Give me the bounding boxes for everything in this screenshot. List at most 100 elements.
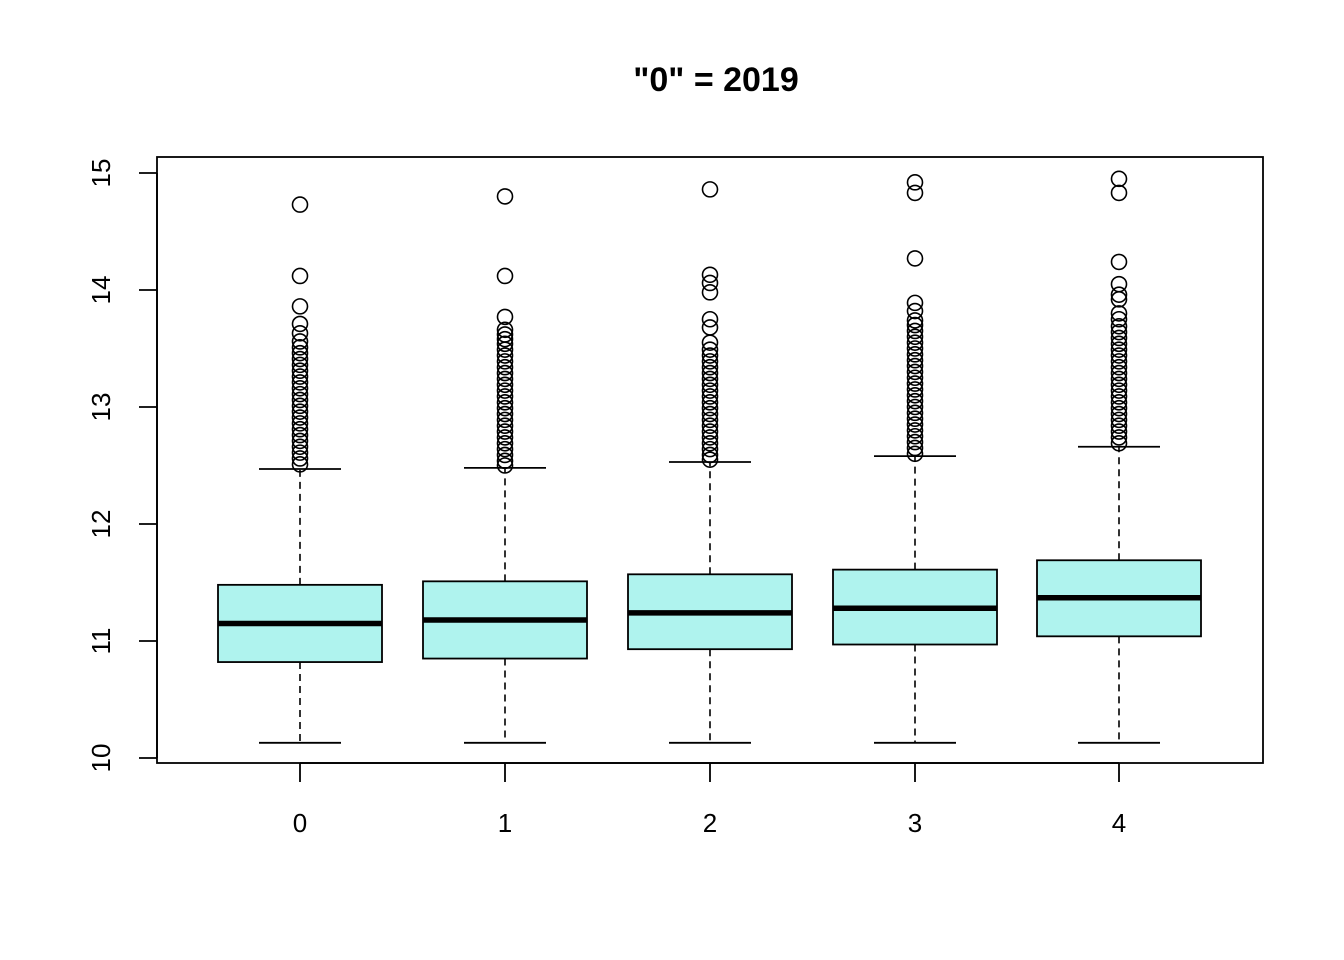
- outlier-point: [1110, 170, 1128, 188]
- outlier-point: [291, 438, 309, 456]
- outlier-point: [291, 409, 309, 426]
- outlier-point: [1110, 388, 1128, 405]
- outlier-point: [291, 444, 309, 461]
- outlier-point: [906, 250, 924, 267]
- outlier-point: [701, 353, 719, 370]
- outlier-point: [1110, 382, 1128, 399]
- outlier-point: [291, 456, 309, 473]
- outlier-point: [701, 181, 719, 198]
- outlier-point: [906, 294, 924, 312]
- outlier-point: [291, 315, 309, 333]
- x-axis: 0 1 2 3 4: [293, 762, 1126, 838]
- outlier-point: [1110, 434, 1128, 452]
- outlier-point: [701, 434, 719, 452]
- outlier-point: [906, 386, 924, 404]
- y-tick-label: 13: [86, 393, 116, 422]
- y-tick-label: 14: [86, 276, 116, 305]
- outlier-point: [701, 440, 719, 458]
- outlier-point: [906, 433, 924, 451]
- outlier-point: [701, 358, 719, 376]
- outlier-point: [291, 324, 309, 342]
- outlier-point: [291, 368, 309, 385]
- chart-title: "0" = 2019: [633, 61, 799, 99]
- box-4: [1036, 170, 1202, 744]
- outlier-point: [291, 450, 309, 467]
- outlier-point: [1110, 358, 1128, 376]
- outlier-point: [701, 266, 719, 284]
- outlier-point: [906, 363, 924, 381]
- outlier-point: [291, 415, 309, 432]
- y-tick-label: 11: [86, 628, 116, 655]
- outlier-point: [291, 379, 309, 397]
- outlier-point: [701, 284, 719, 301]
- outlier-point: [701, 388, 719, 405]
- outlier-point: [291, 391, 309, 409]
- outlier-point: [1110, 310, 1128, 328]
- outlier-point: [496, 405, 514, 423]
- boxes-group: [217, 170, 1202, 744]
- x-tick-label: 4: [1112, 808, 1126, 838]
- outlier-point: [906, 404, 924, 422]
- outlier-point: [496, 411, 514, 429]
- outlier-point: [291, 362, 309, 380]
- outlier-point: [496, 388, 514, 405]
- outlier-point: [701, 446, 719, 464]
- y-tick-label: 15: [86, 159, 116, 188]
- outlier-point: [1110, 423, 1128, 440]
- outlier-point: [496, 341, 514, 358]
- outlier-point: [496, 429, 514, 446]
- outlier-point: [496, 457, 514, 474]
- outlier-point: [291, 339, 309, 356]
- outlier-point: [906, 184, 924, 202]
- x-tick-label: 3: [908, 808, 922, 838]
- outlier-point: [1110, 291, 1128, 308]
- outlier-point: [1110, 376, 1128, 394]
- outlier-point: [906, 351, 924, 369]
- box-2: [627, 181, 793, 744]
- outlier-point: [906, 334, 924, 351]
- outlier-point: [1110, 394, 1128, 411]
- y-axis: 10 11 12 13 14 15: [86, 159, 158, 773]
- outlier-point: [291, 385, 309, 403]
- outlier-point: [496, 364, 514, 382]
- outlier-point: [496, 267, 514, 285]
- x-tick-label: 2: [703, 808, 717, 838]
- outlier-point: [496, 335, 514, 353]
- outlier-point: [1110, 184, 1128, 202]
- outlier-point: [496, 382, 514, 399]
- outlier-point: [291, 397, 309, 415]
- x-tick-label: 1: [498, 808, 512, 838]
- outlier-point: [701, 334, 719, 351]
- x-tick-label: 0: [293, 808, 307, 838]
- outlier-point: [291, 420, 309, 438]
- outlier-point: [701, 274, 719, 292]
- outlier-point: [906, 302, 924, 320]
- outlier-point: [701, 364, 719, 382]
- outlier-point: [906, 312, 924, 329]
- outlier-point: [496, 423, 514, 440]
- outlier-point: [496, 434, 514, 452]
- outlier-point: [496, 330, 514, 348]
- outlier-point: [1110, 417, 1128, 435]
- outlier-point: [1110, 399, 1128, 417]
- outlier-point: [906, 381, 924, 398]
- outlier-point: [906, 410, 924, 428]
- outlier-point: [496, 358, 514, 376]
- outlier-point: [291, 403, 309, 420]
- outlier-point: [291, 267, 309, 285]
- outlier-point: [1110, 286, 1128, 303]
- outlier-point: [701, 376, 719, 394]
- outlier-point: [701, 382, 719, 399]
- outlier-point: [1110, 370, 1128, 388]
- outlier-point: [701, 370, 719, 388]
- outlier-point: [1110, 341, 1128, 358]
- outlier-point: [906, 375, 924, 392]
- outlier-point: [701, 429, 719, 446]
- outlier-point: [496, 353, 514, 370]
- y-tick-label: 12: [86, 510, 116, 539]
- outlier-point: [1110, 329, 1128, 347]
- outlier-point: [701, 310, 719, 328]
- outlier-point: [1110, 335, 1128, 353]
- y-tick-label: 10: [86, 744, 116, 773]
